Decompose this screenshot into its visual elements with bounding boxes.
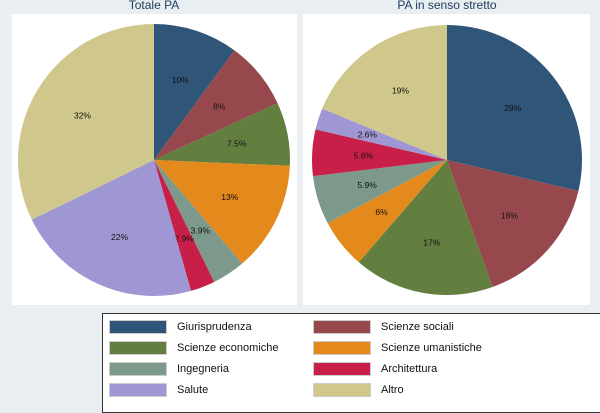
pie-slice-label: 32% — [74, 110, 91, 120]
legend-label: Scienze economiche — [177, 342, 279, 354]
legend-label: Ingegneria — [177, 363, 229, 375]
pie-charts: 10% 8% 7.5% 13% 3.9%2.9% 22% 32% 29% 16% 17% 6% 5.9… — [17, 24, 582, 296]
pie-slice-giurisprudenza — [447, 25, 582, 191]
legend-item: Architettura — [313, 362, 437, 376]
pie-slice-scienze-sociali — [154, 50, 278, 160]
pie-slice-scienze-umanistiche — [154, 160, 290, 264]
pie-slice-label: 22% — [111, 232, 128, 242]
legend-item: Giurisprudenza — [109, 320, 252, 334]
pie-slice-scienze-economiche — [358, 160, 493, 295]
pie-slice-scienze-economiche — [154, 103, 290, 166]
legend-swatch — [109, 362, 167, 376]
pie-slice-label: 7.5% — [227, 139, 247, 149]
pie-slice-scienze-sociali — [447, 160, 579, 288]
pie-slice-scienze-umanistiche — [327, 160, 447, 263]
legend-swatch — [109, 383, 167, 397]
pie-slice-salute — [31, 160, 191, 296]
legend-label: Scienze umanistiche — [381, 342, 482, 354]
legend-item: Scienze economiche — [109, 341, 279, 355]
pie-slice-altro — [17, 24, 155, 220]
legend-label: Architettura — [381, 363, 438, 375]
legend-swatch — [313, 341, 371, 355]
pie-slice-architettura — [311, 129, 447, 177]
pie-slice-altro — [322, 25, 447, 160]
legend-item: Ingegneria — [109, 362, 229, 376]
pie-slice-label: 16% — [501, 211, 518, 221]
pie-slice-label: 2.9% — [175, 234, 195, 244]
legend-swatch — [109, 341, 167, 355]
pie-slice-label: 19% — [392, 85, 409, 95]
legend-swatch — [313, 383, 371, 397]
pie-slice-label: 13% — [221, 192, 238, 202]
pie-slice-label: 29% — [504, 103, 521, 113]
pie-slice-salute — [315, 108, 447, 160]
legend-label: Giurisprudenza — [177, 321, 252, 333]
pie-slice-label: 3.9% — [191, 225, 211, 235]
legend-label: Salute — [177, 384, 209, 396]
legend: Giurisprudenza Scienze sociali Scienze eco… — [102, 313, 600, 413]
pie-slice-label: 8% — [213, 102, 226, 112]
legend-label: Altro — [381, 384, 404, 396]
legend-item: Scienze sociali — [313, 320, 454, 334]
legend-item: Altro — [313, 383, 404, 397]
pie-slice-label: 5.6% — [354, 150, 374, 160]
legend-item: Salute — [109, 383, 208, 397]
chart-title-pa-stretto: PA in senso stretto — [397, 0, 497, 12]
legend-swatch — [109, 320, 167, 334]
pie-slice-label: 17% — [423, 237, 440, 247]
legend-swatch — [313, 320, 371, 334]
legend-swatch — [313, 362, 371, 376]
pie-slice-giurisprudenza — [154, 24, 235, 160]
pie-slice-label: 6% — [375, 207, 388, 217]
pie-slice-ingegneria — [312, 160, 447, 224]
legend-item: Scienze umanistiche — [313, 341, 482, 355]
pie-slice-label: 5.9% — [357, 180, 377, 190]
pie-slice-label: 2.6% — [358, 130, 378, 140]
pie-slice-ingegneria — [154, 160, 243, 282]
pie-slice-label: 10% — [172, 75, 189, 85]
chart-title-totale-pa: Totale PA — [128, 0, 180, 12]
pie-slice-architettura — [154, 160, 215, 291]
legend-label: Scienze sociali — [381, 321, 454, 333]
